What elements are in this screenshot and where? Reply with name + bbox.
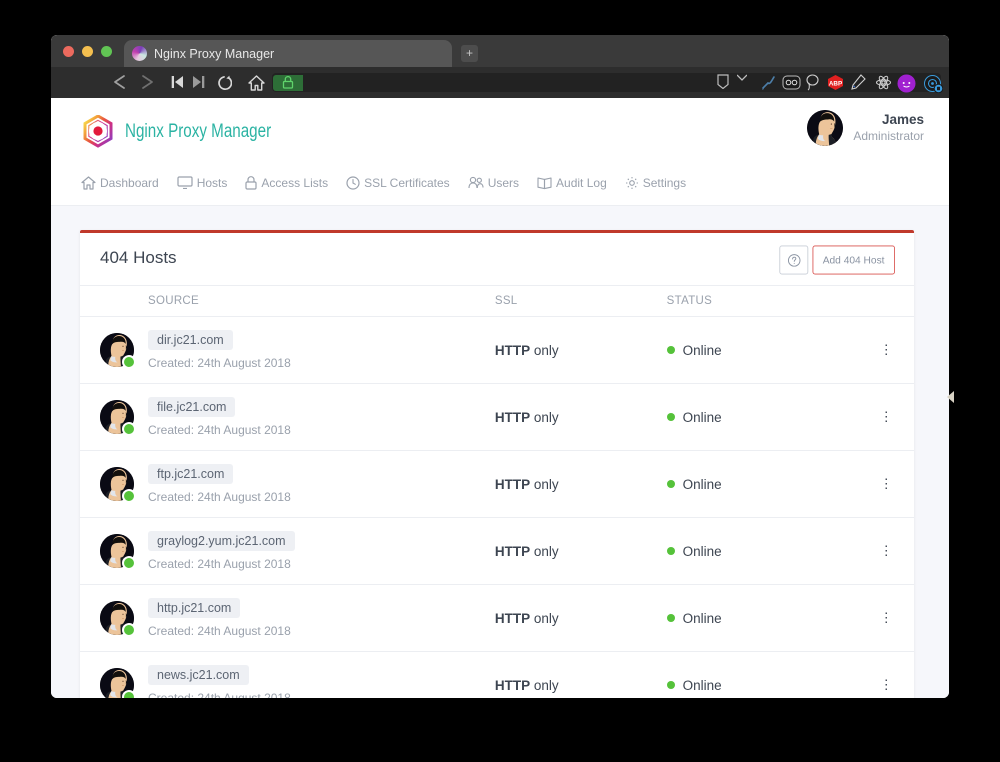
svg-text:ABP: ABP	[829, 81, 842, 88]
